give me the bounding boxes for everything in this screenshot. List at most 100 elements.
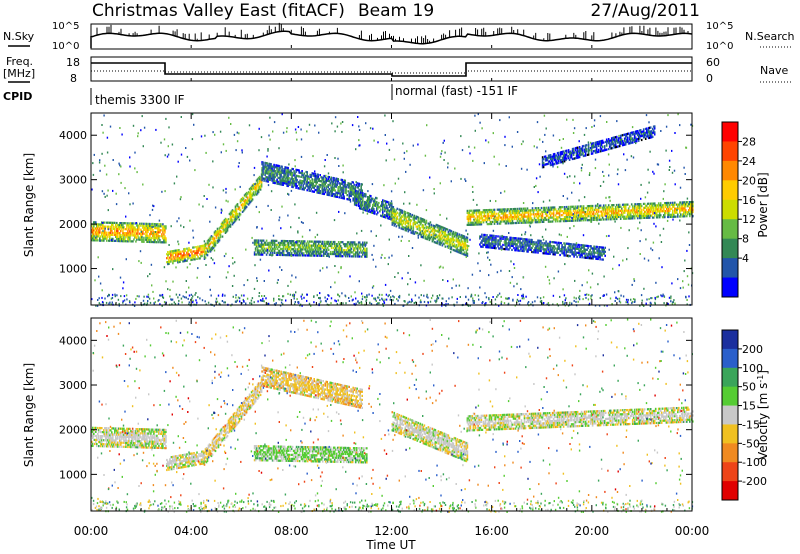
echo-cell — [294, 184, 296, 187]
echo-cell — [558, 214, 561, 217]
echo-cell — [228, 224, 231, 228]
echo-cell — [329, 184, 331, 187]
echo-cell — [591, 208, 594, 212]
echo-cell — [168, 260, 170, 263]
echo-cell — [643, 216, 646, 219]
echo-cell — [475, 213, 478, 216]
echo-cell — [672, 209, 674, 212]
echo-cell — [112, 233, 114, 236]
echo-cell — [558, 216, 561, 219]
echo-cell — [490, 222, 493, 226]
echo-cell — [98, 235, 100, 238]
echo-cell — [486, 211, 489, 214]
echo-cell — [154, 241, 156, 244]
echo-cell — [314, 188, 316, 192]
echo-cell — [253, 194, 256, 197]
echo-cell — [366, 255, 368, 258]
echo-cell — [574, 209, 577, 212]
echo-cell — [192, 246, 194, 249]
echo-cell — [231, 213, 234, 216]
echo-cell — [298, 240, 301, 243]
echo-cell — [254, 182, 257, 185]
echo-cell — [143, 240, 145, 243]
echo-cell — [229, 219, 232, 222]
echo-cell — [248, 188, 251, 191]
echo-cell — [668, 207, 670, 211]
echo-cell — [544, 242, 546, 245]
echo-cell — [248, 198, 251, 201]
echo-cell — [336, 183, 338, 186]
echo-cell — [561, 210, 564, 213]
echo-cell — [587, 143, 590, 146]
echo-cell — [226, 229, 229, 232]
echo-cell — [121, 240, 123, 243]
echo-cell — [575, 213, 578, 216]
echo-cell — [137, 226, 139, 229]
echo-cell — [633, 217, 636, 220]
echo-cell — [108, 225, 110, 228]
echo-cell — [307, 175, 309, 178]
echo-cell — [105, 225, 107, 228]
echo-cell — [474, 217, 477, 220]
echo-cell — [299, 187, 301, 190]
echo-cell — [312, 248, 315, 251]
echo-cell — [131, 222, 133, 225]
echo-cell — [294, 182, 296, 185]
echo-cell — [148, 228, 150, 231]
echo-cell — [286, 182, 288, 185]
echo-cell — [252, 193, 255, 196]
echo-cell — [249, 186, 252, 190]
echo-cell — [262, 239, 265, 242]
echo-cell — [291, 179, 293, 182]
echo-cell — [149, 236, 151, 240]
echo-cell — [181, 254, 183, 257]
freq-trace — [91, 62, 692, 77]
echo-cell — [280, 173, 282, 176]
echo-cell — [158, 237, 160, 240]
echo-cell — [392, 206, 395, 209]
echo-cell — [173, 259, 175, 263]
echo-cell — [317, 191, 319, 194]
echo-cell — [265, 239, 268, 242]
echo-cell — [120, 230, 122, 233]
echo-cell — [352, 181, 354, 184]
echo-cell — [640, 204, 643, 208]
echo-cell — [237, 205, 240, 208]
echo-cell — [327, 240, 330, 243]
echo-cell — [273, 245, 276, 248]
echo-cell — [276, 164, 278, 167]
echo-cell — [292, 178, 294, 181]
echo-cell — [658, 216, 661, 219]
echo-cell — [299, 254, 302, 257]
echo-cell — [291, 183, 293, 186]
echo-cell — [92, 237, 94, 240]
echo-cell — [222, 224, 225, 227]
echo-cell — [115, 233, 117, 236]
echo-cell — [290, 252, 293, 255]
echo-cell — [419, 231, 422, 234]
echo-cell — [241, 204, 244, 207]
echo-cell — [287, 178, 289, 182]
echo-cell — [302, 188, 304, 191]
echo-cell — [614, 206, 617, 209]
echo-cell — [91, 225, 93, 228]
echo-cell — [257, 185, 260, 188]
echo-cell — [262, 163, 264, 166]
echo-cell — [128, 226, 130, 229]
echo-cell — [269, 176, 271, 180]
echo-cell — [467, 221, 470, 224]
echo-cell — [519, 239, 521, 242]
echo-cell — [306, 179, 308, 182]
echo-cell — [569, 215, 572, 218]
echo-cell — [680, 201, 682, 204]
echo-cell — [587, 207, 590, 210]
echo-cell — [561, 206, 564, 209]
echo-cell — [212, 240, 215, 243]
echo-cell — [188, 253, 190, 256]
echo-cell — [135, 228, 137, 231]
echo-cell — [343, 195, 345, 198]
echo-cell — [170, 258, 172, 261]
echo-cell — [223, 223, 226, 226]
echo-cell — [205, 243, 208, 246]
